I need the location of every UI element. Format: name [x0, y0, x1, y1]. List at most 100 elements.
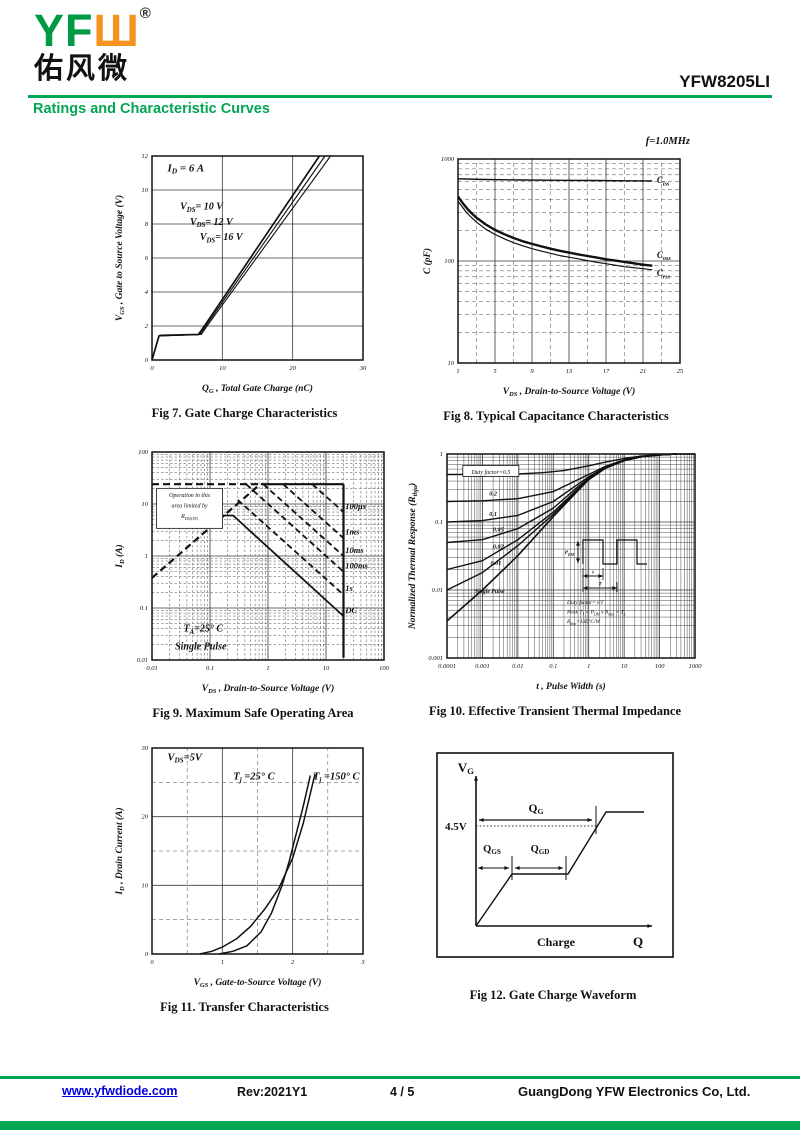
svg-text:4: 4 — [145, 289, 149, 296]
svg-text:0.01: 0.01 — [137, 657, 148, 664]
svg-text:100: 100 — [444, 258, 455, 265]
svg-text:0: 0 — [150, 365, 154, 372]
svg-text:6: 6 — [145, 255, 149, 262]
svg-text:QG , Total Gate Charge (nC): QG , Total Gate Charge (nC) — [202, 383, 313, 395]
svg-text:100: 100 — [379, 665, 390, 672]
svg-text:area limited by: area limited by — [172, 503, 208, 509]
svg-text:Ciss: Ciss — [657, 175, 670, 187]
fig12-gate-charge-waveform: VG 4.5V QG QGS QGD Charge Q — [428, 750, 678, 962]
svg-text:21: 21 — [640, 368, 647, 375]
fig10-thermal-impedance-chart: 0.0001 0.001 0.01 0.1 1 10 100 1000 0.001 0.01 0.1… — [405, 446, 705, 696]
svg-text:10: 10 — [621, 663, 628, 670]
svg-text:25: 25 — [677, 368, 684, 375]
svg-text:10: 10 — [448, 360, 455, 367]
svg-text:TA=25° C: TA=25° C — [184, 624, 224, 636]
svg-text:0.05: 0.05 — [493, 527, 504, 534]
svg-text:1: 1 — [456, 368, 459, 375]
svg-text:10: 10 — [323, 665, 330, 672]
svg-text:VDS= 10 V: VDS= 10 V — [180, 202, 224, 214]
fig9-caption: Fig 9. Maximum Safe Operating Area — [152, 706, 354, 720]
svg-text:17: 17 — [603, 368, 610, 375]
fig8-frequency-label: f=1.0MHz — [645, 136, 690, 147]
svg-text:1: 1 — [266, 665, 269, 672]
svg-text:10ms: 10ms — [345, 545, 364, 555]
fig7-gate-charge-chart: 0 10 20 30 0 2 4 6 8 10 12 QG , Total Gate Charge (… — [112, 146, 377, 398]
svg-text:T: T — [598, 582, 602, 588]
svg-text:0: 0 — [150, 959, 154, 966]
svg-text:ID = 6 A: ID = 6 A — [166, 162, 204, 175]
fig11-caption: Fig 11. Transfer Characteristics — [160, 1000, 329, 1014]
svg-text:Operation in this: Operation in this — [169, 493, 211, 499]
svg-text:0.001: 0.001 — [475, 663, 490, 670]
svg-text:1: 1 — [145, 553, 148, 560]
svg-text:VGS , Gate to Source Voltage (: VGS , Gate to Source Voltage (V) — [114, 195, 126, 321]
svg-text:VDS , Drain-to-Source Voltage: VDS , Drain-to-Source Voltage (V) — [202, 683, 335, 695]
svg-text:0.02: 0.02 — [493, 543, 504, 550]
logo-w-glyph: Ш — [93, 5, 140, 56]
svg-text:1ms: 1ms — [345, 526, 360, 536]
svg-text:1s: 1s — [345, 583, 353, 593]
svg-text:Q: Q — [633, 934, 643, 949]
svg-text:ID , Drain Current (A): ID , Drain Current (A) — [114, 807, 126, 895]
svg-text:2: 2 — [291, 959, 295, 966]
svg-text:Single Pulse: Single Pulse — [175, 641, 227, 652]
svg-text:C (pF): C (pF) — [422, 248, 433, 274]
svg-text:t , Pulse Width (s): t , Pulse Width (s) — [536, 681, 605, 692]
svg-text:VGS , Gate-to-Source Voltage (: VGS , Gate-to-Source Voltage (V) — [194, 977, 322, 989]
svg-text:Duty factor= t/T: Duty factor= t/T — [566, 599, 604, 606]
svg-text:4.5V: 4.5V — [445, 821, 467, 833]
svg-text:Single Pulse: Single Pulse — [475, 589, 505, 595]
svg-text:10: 10 — [142, 882, 149, 889]
svg-text:QGS: QGS — [483, 844, 501, 856]
svg-text:Rthja=135°C/W: Rthja=135°C/W — [566, 618, 601, 626]
figure-8: f=1.0MHz 1 5 9 13 17 21 25 10 100 1000 VDS , Drain… — [420, 136, 692, 424]
figure-10: 0.0001 0.001 0.01 0.1 1 10 100 1000 0.001 0.01 0.1… — [405, 446, 705, 719]
logo-yf-text: YF — [34, 5, 94, 56]
fig7-caption: Fig 7. Gate Charge Characteristics — [151, 406, 338, 420]
fig9-soa-chart: 0.01 0.1 1 10 100 0.01 0.1 1 10 100 VDS , Drain-to… — [112, 444, 394, 698]
svg-text:30: 30 — [359, 365, 367, 372]
svg-text:8: 8 — [145, 221, 149, 228]
svg-text:PDM: PDM — [565, 550, 575, 557]
svg-text:ID (A): ID (A) — [114, 544, 126, 568]
svg-text:Tj =150° C: Tj =150° C — [313, 772, 361, 784]
svg-text:RDS(ON): RDS(ON) — [180, 514, 199, 521]
svg-text:100: 100 — [655, 663, 666, 670]
figure-12: VG 4.5V QG QGS QGD Charge Q Fig 12. Gate Charg… — [428, 750, 678, 1003]
svg-text:VDS , Drain-to-Source Voltage: VDS , Drain-to-Source Voltage (V) — [503, 386, 636, 398]
company-name: GuangDong YFW Electronics Co, Ltd. — [518, 1084, 751, 1099]
svg-text:0.01: 0.01 — [490, 560, 501, 567]
svg-text:Coss: Coss — [657, 250, 671, 262]
svg-text:Peak TJ = PDM x Rthja + Ta: Peak TJ = PDM x Rthja + Ta — [566, 610, 626, 617]
fig10-caption: Fig 10. Effective Transient Thermal Impe… — [428, 704, 682, 718]
fig12-caption: Fig 12. Gate Charge Waveform — [469, 988, 637, 1002]
svg-text:20: 20 — [289, 365, 296, 372]
svg-text:1: 1 — [440, 451, 443, 458]
footer: www.yfwdiode.com Rev:2021Y1 4 / 5 GuangD… — [0, 1084, 800, 1104]
svg-text:VG: VG — [458, 760, 474, 776]
svg-text:0.1: 0.1 — [549, 663, 557, 670]
svg-text:10: 10 — [142, 501, 149, 508]
page-number: 4 / 5 — [390, 1085, 415, 1099]
registered-trademark-icon: ® — [139, 5, 152, 22]
svg-text:1000: 1000 — [441, 156, 455, 163]
svg-text:0: 0 — [145, 357, 149, 364]
svg-text:VDS= 12 V: VDS= 12 V — [190, 217, 234, 229]
fig8-capacitance-chart: 1 5 9 13 17 21 25 10 100 1000 VDS , Drain-to-Sourc… — [420, 147, 692, 401]
svg-text:Crss: Crss — [657, 268, 671, 280]
svg-text:0.1: 0.1 — [489, 511, 497, 518]
logo-chinese-name: 佑风微 — [34, 53, 131, 85]
svg-text:0.01: 0.01 — [512, 663, 523, 670]
part-number: YFW8205LI — [679, 72, 770, 91]
svg-text:0.01: 0.01 — [146, 665, 157, 672]
svg-text:12: 12 — [142, 153, 149, 160]
svg-text:2: 2 — [145, 323, 149, 330]
figure-7: 0 10 20 30 0 2 4 6 8 10 12 QG , Total Gate Charge (… — [112, 146, 377, 421]
footer-divider — [0, 1076, 800, 1079]
website-link[interactable]: www.yfwdiode.com — [62, 1084, 178, 1098]
svg-text:10: 10 — [219, 365, 226, 372]
yfw-logo: YFШ® 佑风微 — [34, 6, 152, 84]
svg-text:t: t — [592, 570, 594, 576]
svg-text:0.1: 0.1 — [206, 665, 214, 672]
